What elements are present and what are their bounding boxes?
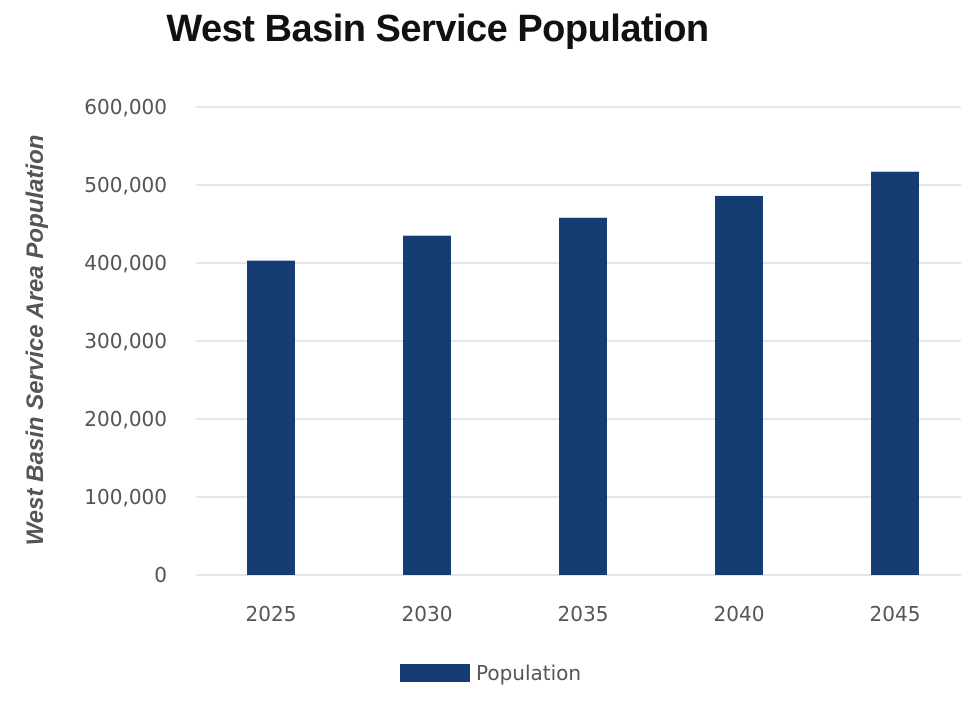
bar-2045 (871, 171, 919, 576)
x-tick-label: 2045 (870, 602, 921, 626)
legend: Population (400, 661, 581, 685)
legend-label: Population (476, 661, 581, 685)
y-tick-label: 600,000 (84, 95, 167, 119)
bar-2030 (403, 235, 451, 575)
x-tick-labels: 2025 2030 2035 2040 2045 (246, 602, 921, 626)
y-tick-label: 0 (154, 563, 167, 587)
x-tick-label: 2025 (246, 602, 297, 626)
y-tick-label: 400,000 (84, 251, 167, 275)
y-tick-label: 300,000 (84, 329, 167, 353)
bars (247, 171, 919, 576)
y-tick-labels: 0 100,000 200,000 300,000 400,000 500,000 600,… (84, 95, 167, 587)
x-tick-label: 2030 (402, 602, 453, 626)
y-tick-label: 500,000 (84, 173, 167, 197)
x-tick-label: 2040 (714, 602, 765, 626)
bar-2025 (247, 260, 295, 575)
y-tick-label: 200,000 (84, 407, 167, 431)
bar-2035 (559, 217, 607, 575)
chart-title: West Basin Service Population (166, 8, 709, 50)
y-tick-label: 100,000 (84, 485, 167, 509)
bar-2040 (715, 195, 763, 576)
x-tick-label: 2035 (558, 602, 609, 626)
y-axis-title: West Basin Service Area Population (22, 135, 49, 546)
legend-swatch (400, 664, 470, 682)
